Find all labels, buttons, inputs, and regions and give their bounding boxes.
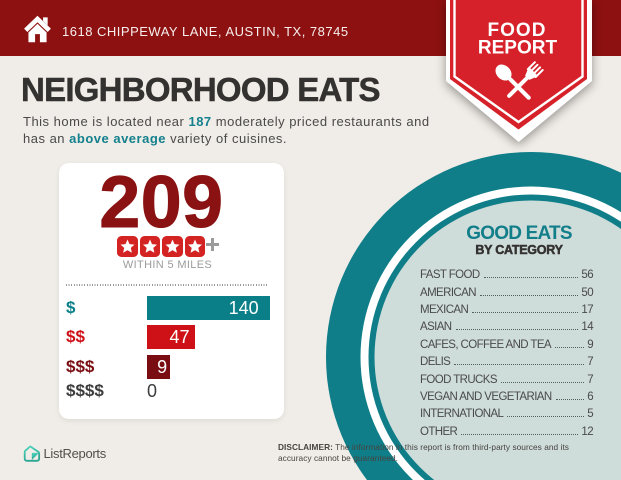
svg-text:REPORT: REPORT bbox=[478, 38, 558, 59]
svg-text:FOOD: FOOD bbox=[488, 20, 547, 41]
